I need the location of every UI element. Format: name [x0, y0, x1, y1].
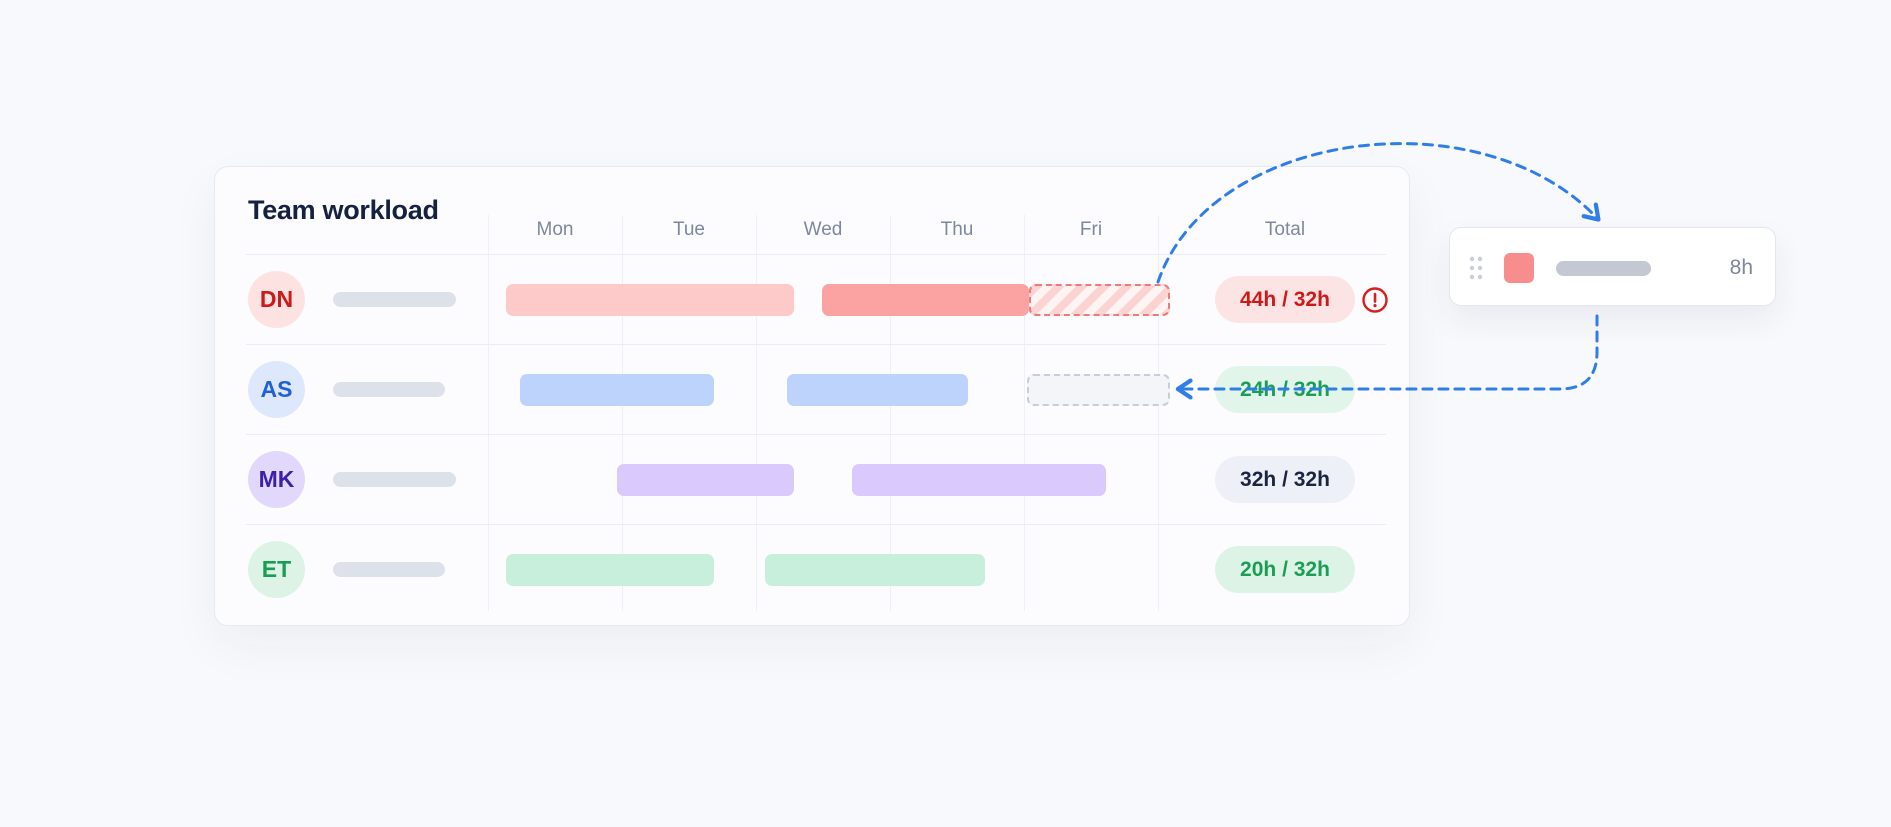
task-bar[interactable] — [852, 464, 1106, 496]
schedule-grid — [215, 167, 1409, 625]
dragged-task-card[interactable]: 8h — [1449, 227, 1776, 306]
total-hours-badge: 24h / 32h — [1215, 366, 1355, 413]
alert-circle-icon — [1362, 287, 1388, 313]
member-name-placeholder — [333, 382, 445, 397]
total-hours-badge: 32h / 32h — [1215, 456, 1355, 503]
grid-line — [1024, 215, 1025, 611]
total-hours-badge: 44h / 32h — [1215, 276, 1355, 323]
avatar[interactable]: ET — [248, 541, 305, 598]
task-name-placeholder — [1556, 261, 1651, 276]
task-bar[interactable] — [822, 284, 1029, 316]
task-bar[interactable] — [617, 464, 794, 496]
day-header-wed: Wed — [803, 219, 843, 240]
task-hours: 8h — [1729, 256, 1753, 279]
drag-handle-icon[interactable] — [1469, 256, 1483, 280]
task-bar[interactable] — [520, 374, 714, 406]
member-name-placeholder — [333, 472, 456, 487]
row-divider — [246, 524, 1386, 525]
day-header-tue: Tue — [672, 219, 706, 240]
member-row-et: ET 20h / 32h — [215, 524, 1409, 614]
task-bar[interactable] — [787, 374, 968, 406]
task-color-swatch — [1504, 253, 1534, 283]
row-divider — [246, 254, 1386, 255]
avatar[interactable]: DN — [248, 271, 305, 328]
grid-line — [1158, 215, 1159, 611]
avatar[interactable]: AS — [248, 361, 305, 418]
member-row-dn: DN 44h / 32h — [215, 254, 1409, 344]
day-header-fri: Fri — [1079, 219, 1103, 240]
member-name-placeholder — [333, 292, 456, 307]
member-row-as: AS 24h / 32h — [215, 344, 1409, 434]
day-header-thu: Thu — [940, 219, 974, 240]
task-bar[interactable] — [765, 554, 985, 586]
total-hours-badge: 20h / 32h — [1215, 546, 1355, 593]
day-header-mon: Mon — [536, 219, 574, 240]
grid-line — [622, 215, 623, 611]
grid-line — [890, 215, 891, 611]
avatar[interactable]: MK — [248, 451, 305, 508]
row-divider — [246, 344, 1386, 345]
team-workload-panel: Team workload Mon Tue Wed Thu Fri Total … — [214, 166, 1410, 626]
task-bar[interactable] — [506, 554, 714, 586]
drop-target-slot[interactable] — [1027, 374, 1170, 406]
panel-title: Team workload — [248, 195, 439, 225]
overbooked-task-bar[interactable] — [1029, 284, 1170, 316]
grid-line — [488, 215, 489, 611]
total-header: Total — [1264, 219, 1306, 240]
task-bar[interactable] — [506, 284, 794, 316]
row-divider — [246, 434, 1386, 435]
member-name-placeholder — [333, 562, 445, 577]
grid-line — [756, 215, 757, 611]
member-row-mk: MK 32h / 32h — [215, 434, 1409, 524]
